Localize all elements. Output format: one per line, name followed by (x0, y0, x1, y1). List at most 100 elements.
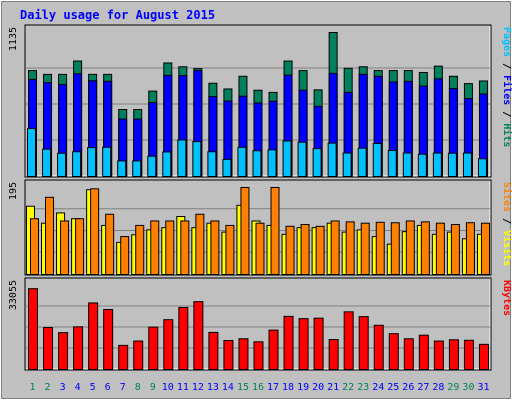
sites-bar (210, 220, 220, 275)
kbytes-bar (313, 317, 324, 370)
kbytes-bar (418, 334, 429, 370)
pages-bar (402, 152, 412, 178)
kbytes-bar (388, 333, 399, 371)
sites-bar (345, 221, 355, 276)
sites-bar (60, 220, 70, 275)
pages-bar (387, 149, 397, 178)
pages-bar (252, 150, 262, 177)
kbytes-bar (118, 344, 129, 371)
x-tick-label-day: 9 (150, 382, 156, 393)
kbytes-bar (148, 326, 159, 371)
x-tick-label-day: 25 (387, 382, 399, 393)
x-tick-label-day: 12 (192, 382, 204, 393)
kbytes-bar (298, 318, 309, 371)
x-tick-label-day: 17 (267, 382, 279, 393)
x-tick-label-day: 24 (372, 382, 384, 393)
x-tick-label-day: 11 (177, 382, 189, 393)
sites-bar (120, 236, 130, 275)
kbytes-bar (268, 329, 279, 371)
pages-bar (72, 151, 82, 178)
legend-entry: / (501, 57, 512, 75)
kbytes-bar (403, 338, 414, 371)
pages-bar (57, 152, 67, 177)
y-max-label-hits-files-pages: 1135 (8, 27, 19, 51)
x-tick-label-day: 29 (447, 382, 459, 393)
kbytes-bar (478, 343, 489, 370)
x-tick-label-day: 20 (312, 382, 324, 393)
x-tick-label-day: 28 (432, 382, 444, 393)
pages-bar (132, 160, 142, 178)
pages-bar (42, 148, 52, 178)
sites-bar (450, 224, 460, 275)
x-tick-label-day: 27 (417, 382, 429, 393)
y-max-label-kbytes: 33055 (8, 280, 19, 310)
pages-bar (297, 141, 307, 177)
pages-bar (192, 141, 202, 178)
chart-title: Daily usage for August 2015 (20, 8, 215, 22)
x-tick-label-day: 19 (297, 382, 309, 393)
x-tick-label-day: 26 (402, 382, 414, 393)
x-tick-label-day: 1 (30, 382, 36, 393)
sites-bar (270, 187, 280, 275)
kbytes-bar (193, 301, 204, 370)
pages-bar (477, 158, 487, 177)
sites-bar (75, 218, 85, 276)
sites-bar (45, 196, 55, 275)
kbytes-bar (208, 331, 219, 370)
x-tick-label-day: 14 (222, 382, 234, 393)
pages-bar (237, 146, 247, 177)
pages-bar (117, 160, 127, 178)
pages-bar (282, 140, 292, 177)
x-tick-label-day: 15 (237, 382, 249, 393)
legend-entry: KBytes (501, 280, 512, 316)
kbytes-bar (28, 288, 38, 371)
kbytes-bar (178, 306, 189, 371)
x-tick-label-day: 2 (45, 382, 51, 393)
legend-entry: Hits (501, 123, 512, 147)
pages-bar (357, 147, 367, 177)
pages-bar (162, 151, 172, 177)
kbytes-bar (103, 309, 114, 370)
x-tick-label-day: 22 (342, 382, 354, 393)
sites-bar (105, 213, 115, 275)
x-tick-label-day: 10 (162, 382, 174, 393)
pages-bar (312, 148, 322, 177)
sites-bar (165, 220, 175, 275)
sites-bar (420, 221, 430, 276)
kbytes-bar (358, 316, 369, 370)
sites-bar (225, 224, 235, 276)
legend-entry: Visits (501, 230, 512, 266)
legend-kbytes: KBytes (501, 280, 512, 316)
kbytes-bar (133, 340, 144, 370)
legend-visits-sites: Sites / Visits (501, 182, 512, 266)
x-tick-label-day: 7 (120, 382, 126, 393)
x-tick-label-day: 23 (357, 382, 369, 393)
sites-bar (240, 187, 250, 275)
x-tick-label-day: 21 (327, 382, 339, 393)
pages-bar (27, 128, 36, 178)
pages-bar (417, 153, 427, 178)
kbytes-bar (433, 340, 444, 370)
pages-bar (102, 146, 112, 177)
kbytes-bar (88, 302, 99, 370)
sites-bar (360, 222, 370, 275)
sites-bar (375, 221, 385, 276)
x-tick-label-day: 3 (60, 382, 66, 393)
pages-bar (447, 152, 457, 177)
pages-bar (177, 139, 187, 178)
pages-bar (432, 152, 442, 178)
pages-bar (462, 152, 472, 178)
sites-bar (90, 188, 100, 275)
x-tick-label-day: 5 (90, 382, 96, 393)
pages-bar (372, 143, 382, 177)
pages-bar (327, 142, 337, 177)
kbytes-bar (328, 339, 339, 370)
kbytes-bar (73, 326, 84, 371)
sites-bar (180, 220, 190, 275)
pages-bar (207, 151, 217, 178)
legend-entry: Files (501, 75, 512, 105)
sites-bar (465, 222, 475, 275)
legend-hits-files-pages: Pages / Files / Hits (501, 27, 512, 147)
sites-bar (150, 220, 160, 275)
